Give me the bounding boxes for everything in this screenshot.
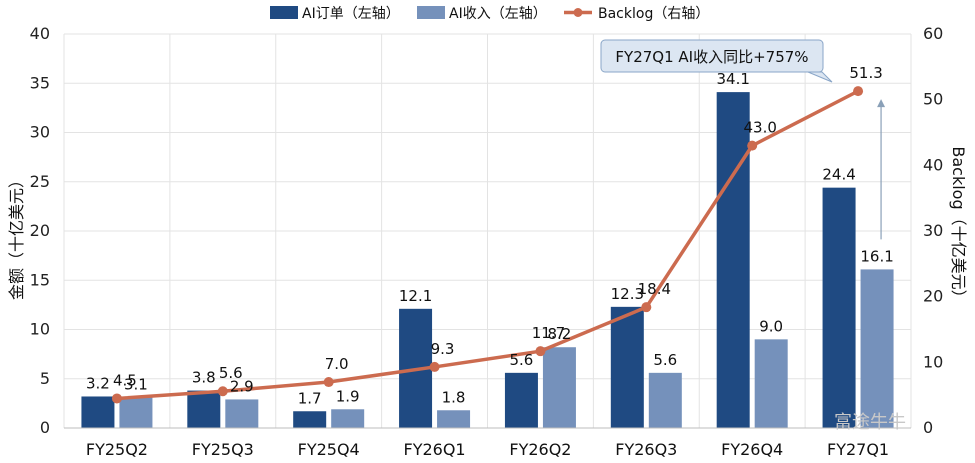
x-tick-label: FY25Q4 (298, 440, 360, 459)
bar-data-label: 1.9 (336, 387, 360, 405)
line-data-label: 11.7 (532, 324, 565, 342)
backlog-point (853, 86, 864, 97)
legend-swatch-ai-orders (270, 6, 298, 19)
callout-text: FY27Q1 AI收入同比+757% (615, 48, 808, 66)
bar-ai-orders (504, 372, 538, 428)
x-tick-label: FY26Q1 (404, 440, 466, 459)
legend-label: AI收入（左轴） (449, 6, 547, 22)
bar-ai-orders (716, 92, 750, 429)
callout: FY27Q1 AI收入同比+757% (600, 39, 833, 83)
x-tick-label: FY26Q4 (721, 440, 783, 459)
bar-data-label: 9.0 (759, 317, 783, 335)
y-left-tick-label: 30 (30, 123, 50, 142)
y-right-tick-label: 20 (923, 287, 943, 306)
line-data-label: 51.3 (849, 64, 882, 82)
bar-ai-orders (81, 396, 115, 428)
bar-data-label: 8.2 (548, 325, 572, 343)
y-left-tick-label: 35 (30, 73, 50, 92)
bar-data-label: 5.6 (510, 351, 534, 369)
x-tick-label: FY26Q3 (615, 440, 677, 459)
line-data-label: 7.0 (325, 355, 349, 373)
label-layer: 3.2 3.1 3.8 2.9 1.7 1.9 12.1 1.8 5.6 8.2 12.3 5.6 34… (86, 64, 894, 407)
bar-data-label: 3.8 (192, 369, 216, 387)
bar-data-label: 34.1 (716, 70, 749, 88)
axis-layer: 0 5 10 15 20 25 30 35 40 0 10 20 30 40 50 60 FY25Q2 FY25Q… (30, 24, 944, 459)
bar-data-label: 3.1 (124, 375, 148, 393)
bar-layer (81, 92, 894, 429)
bar-ai-revenue (754, 339, 788, 428)
backlog-point (641, 302, 652, 313)
line-data-label: 43.0 (743, 119, 776, 137)
legend-label: Backlog（右轴） (598, 6, 709, 22)
backlog-point (217, 386, 228, 397)
backlog-point (111, 393, 122, 404)
grid-layer (63, 33, 912, 429)
y-left-tick-label: 20 (30, 221, 50, 240)
x-tick-label: FY25Q3 (192, 440, 254, 459)
x-tick-label: FY26Q2 (509, 440, 571, 459)
callout-box (600, 39, 824, 73)
backlog-point (535, 346, 546, 357)
backlog-point (323, 377, 334, 388)
bar-data-label: 12.1 (399, 287, 432, 305)
y-axis-left-title: 金额（十亿美元） (7, 172, 26, 300)
y-left-tick-label: 5 (40, 369, 50, 388)
annotation-arrow-head (877, 99, 886, 108)
backlog-line (116, 89, 859, 401)
y-right-tick-label: 0 (923, 418, 933, 437)
bar-ai-orders (293, 411, 327, 428)
y-right-tick-label: 40 (923, 155, 943, 174)
bar-ai-orders (822, 187, 856, 428)
bar-ai-revenue (225, 399, 259, 428)
line-data-label: 18.4 (638, 280, 671, 298)
callout-pointer (807, 71, 833, 83)
legend-layer: AI订单（左轴） AI收入（左轴） Backlog（右轴） (270, 6, 709, 22)
backlog-point (429, 361, 440, 372)
y-left-tick-label: 10 (30, 320, 50, 339)
bar-ai-orders (610, 306, 644, 428)
y-axis-right-title: Backlog（十亿美元） (949, 146, 968, 305)
bar-ai-revenue (331, 409, 365, 428)
backlog-point (747, 140, 758, 151)
y-left-tick-label: 40 (30, 24, 50, 43)
bar-ai-orders (187, 390, 221, 428)
line-layer (111, 86, 864, 404)
x-tick-label: FY27Q1 (827, 440, 889, 459)
y-left-tick-label: 25 (30, 172, 50, 191)
y-right-tick-label: 10 (923, 352, 943, 371)
legend-swatch-ai-revenue (417, 6, 445, 19)
y-left-tick-label: 0 (40, 418, 50, 437)
bar-data-label: 2.9 (230, 377, 254, 395)
line-data-label: 5.6 (219, 364, 243, 382)
bar-data-label: 1.7 (298, 389, 322, 407)
y-right-tick-label: 60 (923, 24, 943, 43)
legend-swatch-backlog-marker (573, 8, 583, 17)
bar-ai-revenue (119, 397, 153, 428)
bar-data-label: 3.2 (86, 374, 110, 392)
bar-ai-revenue (437, 410, 471, 428)
line-data-label: 9.3 (431, 340, 455, 358)
bar-data-label: 16.1 (860, 247, 893, 265)
y-right-tick-label: 50 (923, 90, 943, 109)
x-tick-label: FY25Q2 (86, 440, 148, 459)
y-right-tick-label: 30 (923, 221, 943, 240)
bar-data-label: 1.8 (442, 388, 466, 406)
legend-label: AI订单（左轴） (302, 6, 400, 22)
bar-data-label: 12.3 (611, 285, 644, 303)
y-left-tick-label: 15 (30, 270, 50, 289)
bar-data-label: 5.6 (653, 351, 677, 369)
bar-data-label: 24.4 (822, 166, 855, 184)
bar-ai-revenue (648, 372, 682, 428)
watermark-text: 富途牛牛 (834, 412, 906, 433)
line-data-label: 4.5 (113, 371, 137, 389)
bar-ai-revenue (542, 347, 576, 428)
bar-ai-revenue (860, 269, 894, 428)
